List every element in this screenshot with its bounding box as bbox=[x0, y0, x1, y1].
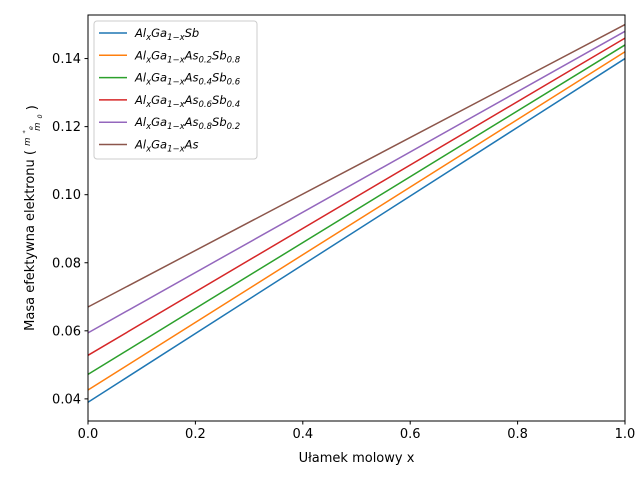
y-tick-label: 0.12 bbox=[52, 120, 81, 135]
y-axis-label-num-sup: * bbox=[21, 129, 29, 133]
legend-frame bbox=[93, 20, 258, 160]
x-tick-label: 0.2 bbox=[185, 427, 206, 442]
y-axis-label-den-base: m bbox=[33, 123, 43, 131]
series-line-5 bbox=[87, 30, 626, 334]
x-tick-label: 0.6 bbox=[400, 427, 421, 442]
y-tick-label: 0.14 bbox=[52, 52, 81, 67]
y-axis-label: Masa efektywna elektronu ( m * e m 0 ) bbox=[16, 105, 46, 331]
x-axis-label: Ułamek molowy x bbox=[299, 451, 415, 466]
series-layer bbox=[87, 23, 626, 403]
series-line-4 bbox=[87, 37, 626, 356]
y-axis-label-close: ) bbox=[25, 105, 40, 110]
y-tick-label: 0.10 bbox=[52, 188, 81, 203]
y-axis-label-den-sub: 0 bbox=[36, 114, 44, 118]
legend-label-3: AlxGa1−xAs0.4Sb0.6 bbox=[134, 71, 241, 88]
series-line-3 bbox=[87, 44, 626, 376]
legend-label-5: AlxGa1−xAs0.8Sb0.2 bbox=[134, 115, 240, 132]
x-tick-label: 0.4 bbox=[292, 427, 313, 442]
y-axis-label-num-base: m bbox=[23, 138, 33, 146]
series-line-2 bbox=[87, 51, 626, 391]
legend-label-1: AlxGa1−xSb bbox=[134, 26, 199, 43]
x-tick-label: 0.0 bbox=[78, 427, 99, 442]
legend-label-6: AlxGa1−xAs bbox=[134, 138, 198, 155]
y-tick-label: 0.04 bbox=[52, 392, 81, 407]
series-line-1 bbox=[87, 57, 626, 403]
y-axis: 0.04 0.06 0.08 0.10 0.12 0.14 bbox=[52, 52, 88, 407]
series-line-6 bbox=[87, 23, 626, 308]
y-axis-label-main: Masa efektywna elektronu ( bbox=[23, 150, 38, 331]
y-tick-label: 0.06 bbox=[52, 324, 81, 339]
x-axis: 0.0 0.2 0.4 0.6 0.8 1.0 bbox=[78, 421, 636, 442]
x-tick-label: 0.8 bbox=[507, 427, 528, 442]
legend-label-2: AlxGa1−xAs0.2Sb0.8 bbox=[134, 48, 241, 65]
legend: AlxGa1−xSb AlxGa1−xAs0.2Sb0.8 AlxGa1−xAs0.… bbox=[93, 20, 258, 160]
y-axis-label-num-sub: e bbox=[27, 126, 35, 130]
x-tick-label: 1.0 bbox=[615, 427, 636, 442]
legend-label-4: AlxGa1−xAs0.6Sb0.4 bbox=[134, 93, 240, 110]
plot-frame bbox=[87, 14, 626, 422]
y-tick-label: 0.08 bbox=[52, 256, 81, 271]
legend-items: AlxGa1−xSb AlxGa1−xAs0.2Sb0.8 AlxGa1−xAs0.… bbox=[99, 26, 241, 155]
